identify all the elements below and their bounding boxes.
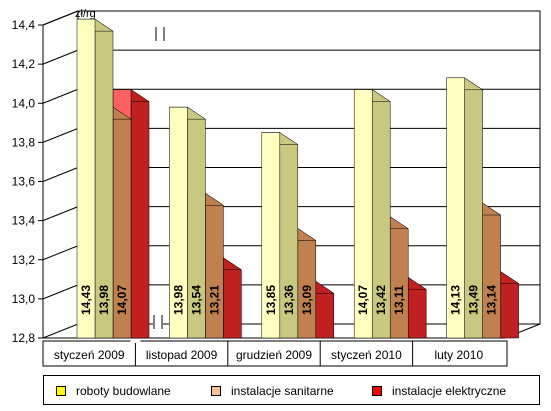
bar-roboty-budowlane-styczen-2009 [76, 18, 96, 339]
bar-roboty-budowlane-styczen-2010 [353, 89, 373, 339]
y-tick-label: 13,8 [12, 135, 36, 149]
value-label-instalacje-sanitarne-listopad-2009: 13,54 [189, 285, 203, 315]
legend-label-instalacje-elektryczne: instalacje elektryczne [392, 384, 507, 398]
y-tick-label: 14,2 [12, 57, 36, 71]
category-label-grudzien-2009: grudzień 2009 [236, 348, 312, 362]
value-label-roboty-budowlane-styczen-2010: 14,07 [356, 285, 370, 315]
category-label-luty-2010: luty 2010 [434, 348, 483, 362]
axis-break-gap [155, 27, 165, 41]
value-label-roboty-budowlane-listopad-2009: 13,98 [171, 285, 185, 315]
legend-item-instalacje-elektryczne: instalacje elektryczne [372, 384, 506, 398]
unit-label: zł/rg [75, 8, 96, 20]
value-label-instalacje-elektryczne-luty-2010: 13,14 [485, 285, 499, 315]
bar-instalacje-elektryczne-styczen-2009-side [130, 89, 150, 339]
bar-chart: 12,8 13,0 13,2 13,4 13,6 13,8 14,0 14,2 14,4 zł/r… [12, 8, 541, 367]
legend-item-instalacje-sanitarne: instalacje sanitarne [211, 384, 334, 398]
legend-label-roboty-budowlane: roboty budowlane [76, 384, 171, 398]
y-tick-label: 14,0 [12, 96, 36, 110]
bar-roboty-budowlane-listopad-2009 [169, 106, 188, 339]
legend-item-roboty-budowlane: roboty budowlane [56, 384, 171, 398]
axis-break-gap [153, 315, 163, 329]
value-label-instalacje-sanitarne-grudzien-2009: 13,36 [282, 285, 296, 315]
legend-swatch-instalacje-elektryczne [372, 386, 382, 396]
value-label-instalacje-elektryczne-styczen-2009: 14,07 [115, 285, 129, 315]
gridline-diag [42, 245, 79, 261]
value-label-roboty-budowlane-luty-2010: 14,13 [449, 285, 463, 315]
gridline-diag [42, 127, 79, 143]
gridline-diag [42, 49, 79, 65]
category-label-listopad-2009: listopad 2009 [146, 348, 218, 362]
gridline-diag [42, 88, 79, 104]
category-axis [42, 340, 508, 367]
category-label-styczen-2009: styczeń 2009 [54, 348, 125, 362]
bar-instalacje-sanitarne-listopad-2009-side [205, 192, 224, 339]
legend-swatch-roboty-budowlane [56, 386, 66, 396]
y-tick-label: 14,4 [12, 18, 36, 32]
y-tick-label: 13,6 [12, 175, 36, 189]
y-tick-label: 13,2 [12, 253, 36, 267]
y-tick-label: 12,8 [12, 331, 36, 345]
bar-instalacje-sanitarne-grudzien-2009-side [297, 227, 317, 339]
legend-swatch-instalacje-sanitarne [211, 386, 221, 396]
value-label-instalacje-sanitarne-luty-2010: 13,49 [467, 285, 481, 315]
y-tick-label: 13,4 [12, 214, 36, 228]
value-label-instalacje-sanitarne-styczen-2009: 13,98 [97, 285, 111, 315]
value-label-instalacje-sanitarne-styczen-2010: 13,42 [374, 285, 388, 315]
y-tick-label: 13,0 [12, 292, 36, 306]
value-label-roboty-budowlane-grudzien-2009: 13,85 [264, 285, 278, 315]
legend: roboty budowlane instalacje sanitarne in… [43, 375, 540, 405]
gridline-diag [42, 167, 79, 182]
bar-roboty-budowlane-luty-2010 [446, 77, 465, 339]
value-label-roboty-budowlane-styczen-2009: 14,43 [79, 285, 93, 315]
category-label-styczen-2010: styczeń 2010 [331, 348, 402, 362]
gridline-diag [42, 284, 79, 300]
gridline-diag [42, 206, 79, 222]
axis-top-diag [42, 10, 79, 26]
value-label-instalacje-elektryczne-grudzien-2009: 13,09 [300, 285, 314, 315]
legend-label-instalacje-sanitarne: instalacje sanitarne [231, 384, 334, 398]
value-label-instalacje-elektryczne-styczen-2010: 13,11 [392, 285, 406, 315]
bar-roboty-budowlane-grudzien-2009 [261, 132, 281, 339]
category-axis-break [130, 340, 141, 343]
value-label-instalacje-elektryczne-listopad-2009: 13,21 [207, 285, 221, 315]
bar-instalacje-sanitarne-luty-2010-side [482, 202, 501, 339]
bar-instalacje-sanitarne-styczen-2010-side [389, 216, 409, 339]
